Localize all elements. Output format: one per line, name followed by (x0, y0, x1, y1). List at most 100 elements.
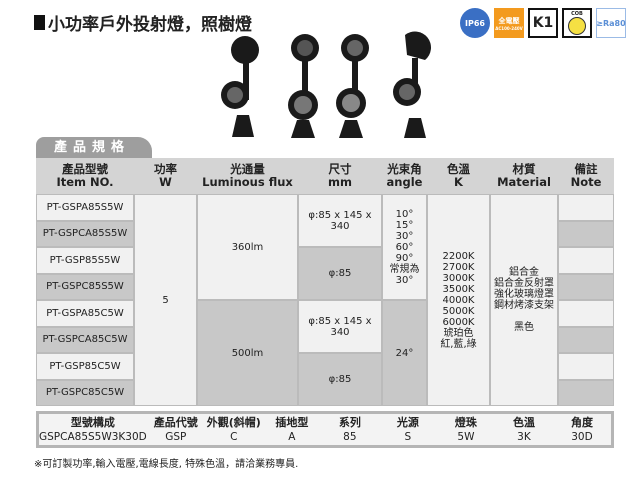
model-code-column: 燈珠 5W (437, 414, 495, 445)
note-cell (558, 220, 614, 247)
header-en: mm (328, 175, 352, 189)
angle-value: 24° (395, 347, 414, 359)
header-en: Item NO. (56, 175, 114, 189)
model-cell: PT-GSPCA85S5W (36, 220, 134, 247)
voltage-range: AC100-240V (495, 25, 523, 31)
code-value: 5W (457, 431, 475, 443)
model-cell: PT-GSPC85C5W (36, 379, 134, 406)
size-cell: φ:85 x 145 x 340 (298, 194, 382, 247)
header-0: 產品型號 Item NO. (36, 158, 134, 194)
material-value: 鋼材烤漆支架 (494, 300, 554, 311)
model-cell: PT-GSP85C5W (36, 353, 134, 380)
model-number: PT-GSPA85C5W (46, 307, 124, 319)
code-value: GSP (165, 431, 187, 443)
angle-value: 15° (395, 219, 414, 231)
spotlight-image (393, 31, 432, 138)
note-cell (558, 326, 614, 353)
code-header: 系列 (338, 416, 361, 429)
material-value: 鋁合金反射罩 (494, 278, 554, 289)
header-zh: 備註 (574, 162, 598, 176)
ip66-icon: IP66 (460, 8, 490, 38)
header-zh: 色溫 (447, 162, 470, 176)
model-code-column: 色溫 3K (495, 414, 553, 445)
header-7: 備註 Note (558, 158, 614, 194)
model-cell: PT-GSP85S5W (36, 247, 134, 274)
header-en: K (454, 175, 463, 189)
size-value: φ:85 (328, 374, 352, 385)
model-number: PT-GSPA85S5W (46, 201, 124, 213)
angle-cell: 24° (382, 300, 427, 406)
color-temp-value: 3500K (442, 283, 475, 295)
model-code-column: 外觀(斜帽) C (205, 414, 263, 445)
k1-icon: K1 (528, 8, 558, 38)
angle-cell: 10° 15° 30° 60° 90° 常規為30° (382, 194, 427, 300)
flux-cell: 500lm (197, 300, 298, 406)
cob-label: COB (571, 11, 583, 17)
size-cell: φ:85 x 145 x 340 (298, 300, 382, 353)
model-code-column: 產品代號 GSP (147, 414, 205, 445)
flux-value: 500lm (231, 347, 264, 359)
code-value: A (288, 431, 296, 443)
header-6: 材質 Material (490, 158, 558, 194)
code-value: GSPCA85S5W3K30D (39, 431, 147, 443)
note-cell (558, 194, 614, 221)
size-cell: φ:85 (298, 247, 382, 300)
product-images (221, 31, 432, 138)
angle-value: 常規為30° (389, 263, 420, 286)
code-header: 燈珠 (454, 416, 477, 429)
color-temp-value: 琥珀色 (443, 327, 474, 339)
spec-table: 產品型號 Item NO. 功率 W 光通量 Luminous flux 尺寸 mm 光束角 an… (36, 158, 614, 406)
size-value: φ:85 x 145 x 340 (308, 315, 372, 338)
material-cell: 鋁合金 鋁合金反射罩 強化玻璃燈罩 鋼材烤漆支架 黑色 (490, 194, 558, 406)
size-value: φ:85 (328, 268, 352, 279)
model-code-column: 光源 S (379, 414, 437, 445)
header-zh: 功率 (154, 162, 177, 176)
model-cell: PT-GSPA85S5W (36, 194, 134, 221)
code-header: 角度 (570, 416, 593, 429)
header-en: W (159, 175, 172, 189)
spotlight-image (288, 34, 319, 138)
code-value: 30D (571, 431, 593, 443)
model-number: PT-GSPC85C5W (45, 387, 125, 399)
color-temp-value: 6000K (442, 316, 475, 328)
material-value: 鋁合金 (509, 267, 539, 278)
model-code-column: 插地型 A (263, 414, 321, 445)
code-value: 85 (343, 431, 357, 443)
size-value: φ:85 x 145 x 340 (308, 209, 372, 232)
section-tab-product-specs: 產品規格 (36, 137, 152, 159)
code-value: C (230, 431, 238, 443)
color-temp-value: 5000K (442, 305, 475, 317)
angle-value: 60° (395, 241, 414, 253)
code-header: 光源 (396, 416, 419, 429)
color-temp-value: 2700K (442, 261, 475, 273)
header-zh: 光通量 (230, 162, 265, 176)
header-zh: 材質 (512, 162, 536, 176)
cob-icon: COB (562, 8, 592, 38)
header-en: Luminous flux (202, 175, 293, 189)
footnote: ※可訂製功率,輸入電壓,電線長度, 特殊色溫，請洽業務專員. (34, 459, 299, 470)
header-zh: 光束角 (387, 162, 422, 176)
model-code-column: 角度 30D (553, 414, 611, 445)
color-temp-value: 紅,藍,綠 (440, 338, 477, 350)
header-en: Note (570, 175, 602, 189)
flux-cell: 360lm (197, 194, 298, 300)
cob-chip-icon (568, 17, 586, 35)
header-en: angle (386, 175, 423, 189)
power-cell: 5 (134, 194, 197, 406)
model-number: PT-GSP85S5W (49, 254, 121, 266)
header-4: 光束角 angle (382, 158, 427, 194)
model-code-column: 型號構成 GSPCA85S5W3K30D (39, 414, 147, 445)
title-marker-icon (34, 15, 45, 30)
code-header: 色溫 (512, 416, 535, 429)
color-temp-value: 4000K (442, 294, 475, 306)
ra80-icon: ≥Ra80 (596, 8, 626, 38)
model-number: PT-GSPCA85S5W (42, 228, 128, 240)
spotlight-image (336, 34, 369, 138)
note-cell (558, 353, 614, 380)
note-cell (558, 247, 614, 274)
header-2: 光通量 Luminous flux (197, 158, 298, 194)
code-header: 插地型 (275, 416, 309, 429)
color-temp-cell: 2200K 2700K 3000K 3500K 4000K 5000K 6000K 琥珀色 紅,… (427, 194, 490, 406)
code-value: 3K (517, 431, 531, 443)
model-number: PT-GSPC85S5W (46, 281, 124, 293)
